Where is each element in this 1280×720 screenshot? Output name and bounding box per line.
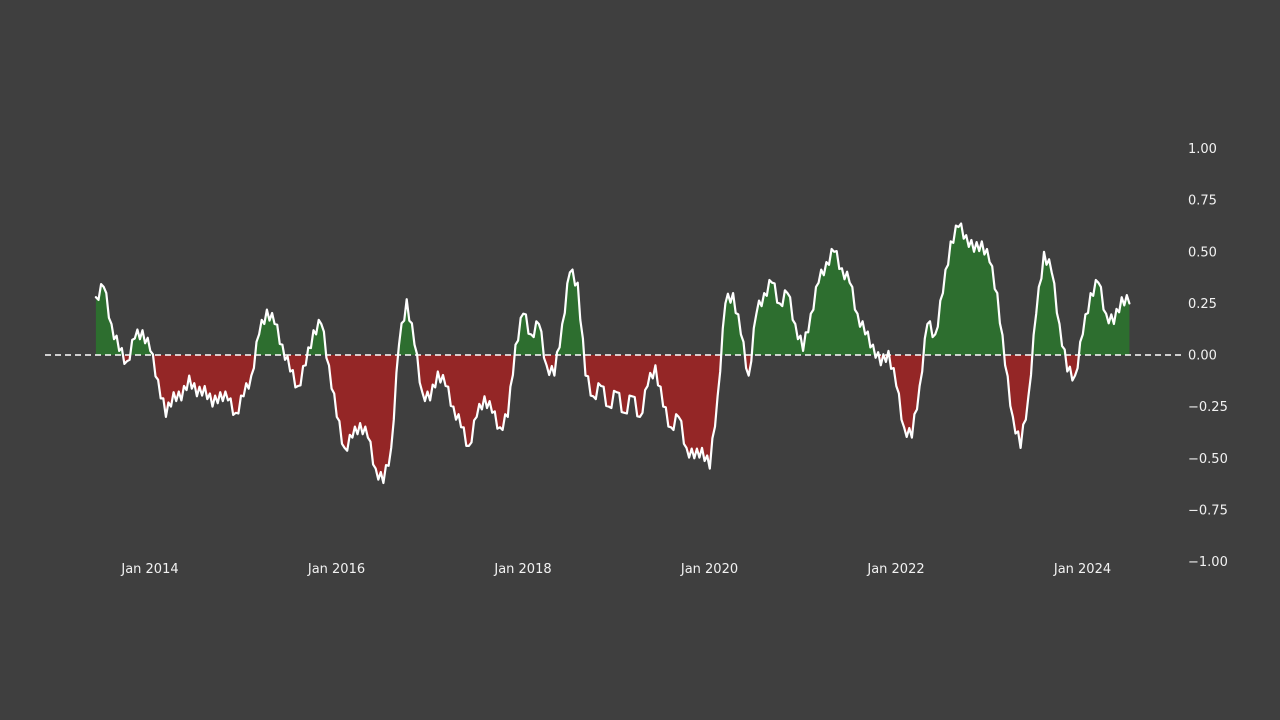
x-tick-label: Jan 2018 [493, 562, 551, 577]
series-line [94, 222, 1131, 485]
y-axis-labels: 1.00 0.75 0.50 0.25 0.00 −0.25 −0.50 −0.75 −1.00 [1188, 142, 1228, 570]
y-tick-label: 0.50 [1188, 245, 1217, 260]
x-tick-label: Jan 2022 [866, 562, 924, 577]
y-tick-label: 0.25 [1188, 297, 1217, 312]
y-tick-label: 1.00 [1188, 142, 1217, 157]
y-tick-label: 0.00 [1188, 349, 1217, 364]
y-tick-label: −0.25 [1188, 400, 1228, 415]
x-tick-label: Jan 2016 [307, 562, 365, 577]
x-tick-label: Jan 2020 [680, 562, 738, 577]
y-tick-label: 0.75 [1188, 194, 1217, 209]
x-tick-label: Jan 2024 [1053, 562, 1111, 577]
y-tick-label: −1.00 [1188, 555, 1228, 570]
x-tick-label: Jan 2014 [120, 562, 178, 577]
y-tick-label: −0.75 [1188, 503, 1228, 518]
negative-area [95, 355, 1130, 483]
positive-area [95, 223, 1130, 355]
x-axis-labels: Jan 2014 Jan 2016 Jan 2018 Jan 2020 Jan 2022… [120, 562, 1111, 577]
y-tick-label: −0.50 [1188, 452, 1228, 467]
